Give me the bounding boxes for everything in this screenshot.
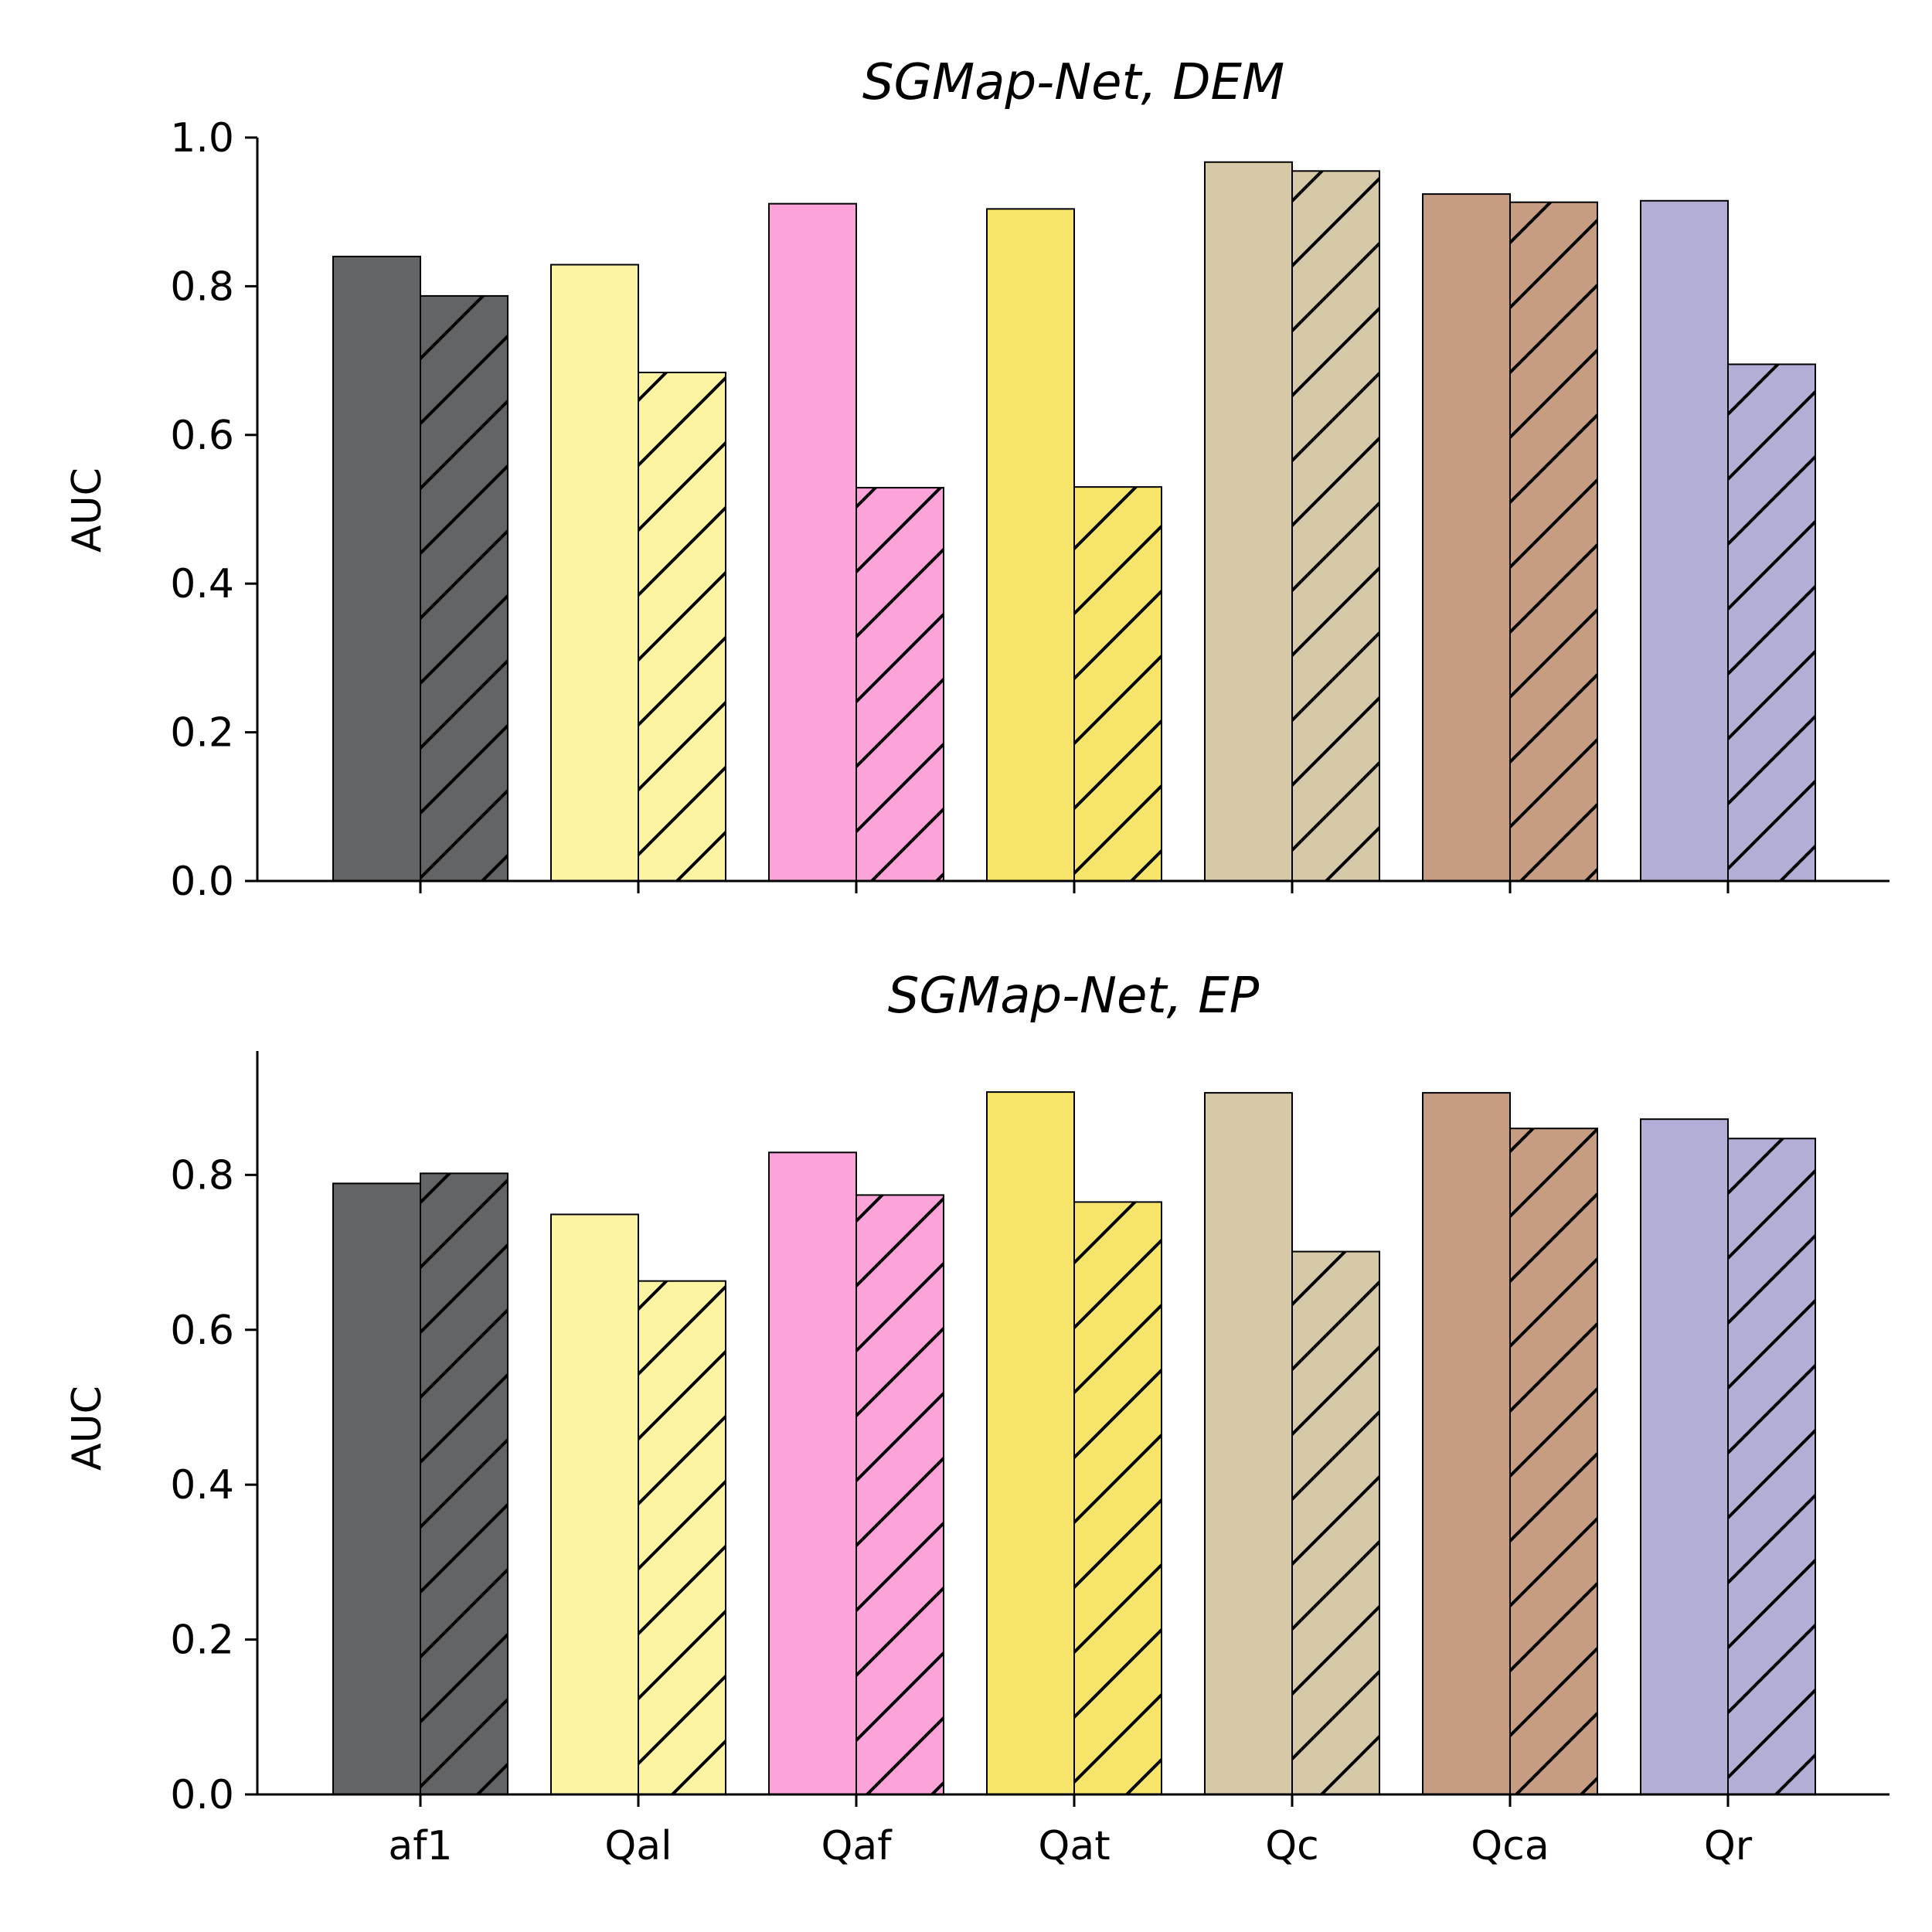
bar-Qc-solid bbox=[1204, 161, 1293, 883]
y-tick-label: 0.6 bbox=[170, 1308, 234, 1354]
panel-ep: SGMap-Net, EP AUC af1 Qal Qaf Qat Qc Qca Qr 0.0… bbox=[64, 968, 1889, 1869]
y-axis-label-ep: AUC bbox=[64, 1386, 111, 1471]
x-tick-label: af1 bbox=[388, 1823, 452, 1869]
bar-Qal-hatched bbox=[638, 1280, 726, 1795]
bar-Qat-hatched bbox=[1073, 1201, 1162, 1795]
bar-Qr-solid bbox=[1640, 199, 1729, 882]
bar-Qc-hatched bbox=[1291, 170, 1380, 883]
y-tick-label: 0.2 bbox=[170, 710, 234, 757]
y-tick-label: 0.4 bbox=[170, 561, 234, 607]
bar-Qaf-solid bbox=[768, 202, 857, 883]
bar-Qca-hatched bbox=[1509, 201, 1598, 883]
chart-title-ep: SGMap-Net, EP bbox=[888, 968, 1260, 1025]
x-tick-label: Qat bbox=[1038, 1823, 1110, 1869]
bars-dem bbox=[332, 161, 1816, 883]
bar-Qc-solid bbox=[1204, 1092, 1293, 1796]
x-tick-label: Qr bbox=[1704, 1823, 1753, 1869]
x-tick-label: Qal bbox=[604, 1823, 672, 1869]
bar-Qaf-solid bbox=[768, 1151, 857, 1796]
bar-Qal-solid bbox=[550, 1213, 639, 1795]
bar-Qca-hatched bbox=[1509, 1128, 1598, 1796]
axes-ep: af1 Qal Qaf Qat Qc Qca Qr 0.0 0.2 0.4 0.6 0.8 bbox=[170, 1051, 1889, 1869]
bar-Qat-solid bbox=[986, 208, 1075, 882]
y-tick-label: 0.8 bbox=[170, 1152, 234, 1199]
y-tick-label: 0.6 bbox=[170, 413, 234, 459]
bar-Qal-hatched bbox=[638, 371, 726, 882]
bars-ep bbox=[332, 1091, 1816, 1796]
x-tick-label: Qc bbox=[1265, 1823, 1319, 1869]
y-axis-label-dem: AUC bbox=[64, 468, 111, 553]
bar-Qr-solid bbox=[1640, 1118, 1729, 1795]
bar-Qc-hatched bbox=[1291, 1250, 1380, 1795]
chart-title-dem: SGMap-Net, DEM bbox=[862, 54, 1284, 111]
bar-Qca-solid bbox=[1422, 1092, 1511, 1796]
bar-Qr-hatched bbox=[1727, 363, 1816, 883]
y-tick-label: 0.0 bbox=[170, 859, 234, 905]
bar-Qca-solid bbox=[1422, 193, 1511, 882]
bar-af1-hatched bbox=[420, 294, 509, 882]
bar-af1-solid bbox=[332, 1182, 421, 1795]
panel-dem: SGMap-Net, DEM AUC 0.0 0.2 0.4 0.6 0.8 1.0 bbox=[64, 54, 1889, 905]
y-tick-label: 0.2 bbox=[170, 1617, 234, 1664]
y-tick-label: 0.0 bbox=[170, 1772, 234, 1818]
bar-Qaf-hatched bbox=[855, 1194, 944, 1795]
bar-Qaf-hatched bbox=[855, 487, 944, 882]
axes-dem: 0.0 0.2 0.4 0.6 0.8 1.0 bbox=[170, 115, 1889, 905]
bar-af1-hatched bbox=[420, 1172, 509, 1796]
x-tick-label: Qaf bbox=[821, 1823, 893, 1869]
bar-af1-solid bbox=[332, 255, 421, 883]
x-tick-label: Qca bbox=[1471, 1823, 1549, 1869]
y-tick-label: 0.4 bbox=[170, 1462, 234, 1509]
bar-Qr-hatched bbox=[1727, 1138, 1816, 1796]
y-tick-label: 1.0 bbox=[170, 115, 234, 162]
bar-Qat-hatched bbox=[1073, 486, 1162, 882]
bar-Qal-solid bbox=[550, 264, 639, 882]
y-tick-label: 0.8 bbox=[170, 264, 234, 310]
bar-Qat-solid bbox=[986, 1091, 1075, 1796]
